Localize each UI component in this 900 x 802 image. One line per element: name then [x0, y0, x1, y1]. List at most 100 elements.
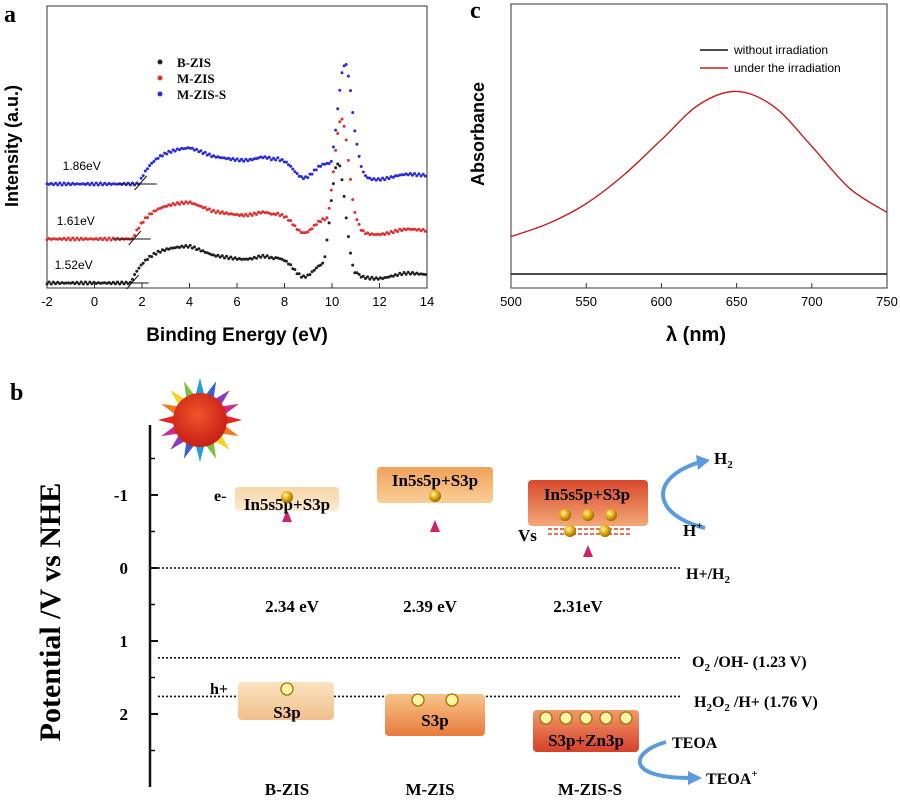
a-point-M-ZIS-S [233, 159, 237, 162]
a-point-B-ZIS [364, 277, 367, 280]
a-point-M-ZIS [169, 204, 173, 207]
a-point-B-ZIS [222, 256, 226, 260]
chart-c-frame [510, 3, 888, 289]
a-point-M-ZIS-S [218, 156, 222, 160]
a-point-B-ZIS [293, 268, 297, 271]
a-point-M-ZIS-S [141, 174, 145, 178]
a-point-M-ZIS [349, 177, 352, 181]
a-point-M-ZIS [105, 238, 109, 242]
a-point-B-ZIS [79, 280, 83, 284]
a-point-M-ZIS [287, 218, 290, 222]
a-point-B-ZIS [411, 271, 414, 274]
a-point-M-ZIS [244, 212, 248, 216]
a-point-M-ZIS [184, 200, 188, 204]
a-point-M-ZIS-S [346, 74, 350, 78]
a-point-M-ZIS-S [327, 162, 331, 165]
chart-c-legend: without irradiation under the irradiatio… [700, 43, 841, 75]
a-point-M-ZIS-S [139, 176, 143, 180]
a-point-B-ZIS [98, 281, 102, 285]
a-point-M-ZIS [148, 212, 152, 216]
a-point-B-ZIS [340, 178, 344, 182]
a-point-M-ZIS-S [336, 107, 340, 111]
a-point-M-ZIS-S [274, 158, 278, 162]
a-point-M-ZIS [344, 138, 348, 142]
panel-label-b: b [10, 380, 23, 406]
a-point-M-ZIS-S [417, 172, 421, 176]
a-point-M-ZIS-S [411, 173, 414, 177]
a-point-M-ZIS-S [150, 161, 154, 165]
a-point-M-ZIS-S [329, 159, 333, 163]
vb-label-m-zis-s: S3p+Zn3p [548, 731, 624, 750]
a-point-M-ZIS [69, 238, 72, 242]
vb-band-m-zis-s [533, 710, 639, 752]
gap-label-m-zis: 2.39 eV [403, 597, 458, 616]
teoa-arrow-arc [637, 740, 691, 780]
chart-c-ylabel: Absorbance [468, 82, 488, 186]
a-point-B-ZIS [284, 259, 288, 263]
level-label-o2: O2 /OH- (1.23 V) [692, 654, 807, 674]
a-point-B-ZIS [86, 282, 90, 286]
a-point-M-ZIS [389, 229, 393, 233]
cb-label-m-zis-s: In5s5p+S3p [544, 485, 630, 504]
a-edge-label-M-ZIS-S: 1.86eV [63, 159, 101, 173]
a-point-M-ZIS [342, 124, 346, 128]
a-point-M-ZIS [77, 238, 81, 242]
legend-label-b-zis: B-ZIS [177, 55, 211, 70]
product-hplus: H+ [683, 520, 703, 540]
a-point-M-ZIS [331, 170, 335, 174]
a-point-B-ZIS [406, 270, 410, 274]
a-point-B-ZIS [368, 277, 372, 281]
a-point-B-ZIS [220, 254, 224, 258]
a-point-B-ZIS [212, 253, 216, 257]
a-point-B-ZIS [336, 162, 340, 166]
a-point-B-ZIS [269, 255, 273, 259]
a-point-B-ZIS [372, 277, 376, 281]
a-point-B-ZIS [353, 271, 357, 275]
a-point-M-ZIS-S [359, 165, 363, 168]
a-point-B-ZIS [77, 282, 81, 286]
a-point-M-ZIS-S [357, 154, 361, 158]
a-point-B-ZIS [190, 246, 194, 250]
a-point-M-ZIS-S [86, 181, 90, 185]
a-xtick-label: -2 [41, 294, 53, 309]
a-point-M-ZIS-S [62, 181, 66, 185]
a-point-B-ZIS [304, 275, 308, 279]
a-point-M-ZIS [289, 219, 293, 223]
a-point-M-ZIS [133, 234, 137, 237]
a-point-M-ZIS-S [212, 154, 216, 158]
a-point-B-ZIS [331, 182, 335, 186]
legend-marker-b-zis [157, 59, 163, 65]
a-point-M-ZIS [88, 237, 92, 241]
a-point-M-ZIS [137, 226, 141, 230]
a-point-B-ZIS [139, 263, 143, 267]
a-point-B-ZIS [193, 245, 196, 249]
panel-label-c: c [470, 0, 481, 24]
a-point-M-ZIS-S [143, 169, 147, 173]
a-point-M-ZIS-S [408, 172, 412, 175]
a-point-M-ZIS [242, 214, 246, 218]
a-xtick-label: 4 [186, 294, 193, 309]
a-point-M-ZIS-S [92, 183, 96, 187]
a-point-M-ZIS-S [252, 157, 256, 161]
a-point-M-ZIS [263, 211, 267, 215]
a-point-M-ZIS [141, 220, 145, 224]
a-point-M-ZIS-S [376, 177, 380, 181]
a-point-M-ZIS [357, 222, 361, 226]
level-label-h2o2-sub2: 2 [724, 702, 730, 714]
a-point-M-ZIS [240, 213, 243, 216]
chart-a-frame [46, 5, 428, 289]
a-point-M-ZIS [372, 233, 376, 237]
b-ytick-label: 0 [120, 559, 129, 578]
a-point-M-ZIS-S [338, 88, 342, 92]
a-point-M-ZIS [109, 238, 113, 242]
a-point-B-ZIS [201, 249, 205, 253]
a-point-M-ZIS-S [387, 177, 391, 181]
a-point-M-ZIS-S [160, 154, 164, 158]
hole-m-zis-1 [411, 693, 425, 707]
a-point-B-ZIS [408, 272, 412, 276]
a-point-M-ZIS-S [308, 172, 312, 176]
a-point-M-ZIS [246, 214, 250, 218]
a-tangent-M-ZIS-S [134, 175, 148, 191]
electron-m-zis-s-2 [582, 509, 594, 521]
a-point-M-ZIS [383, 233, 387, 236]
